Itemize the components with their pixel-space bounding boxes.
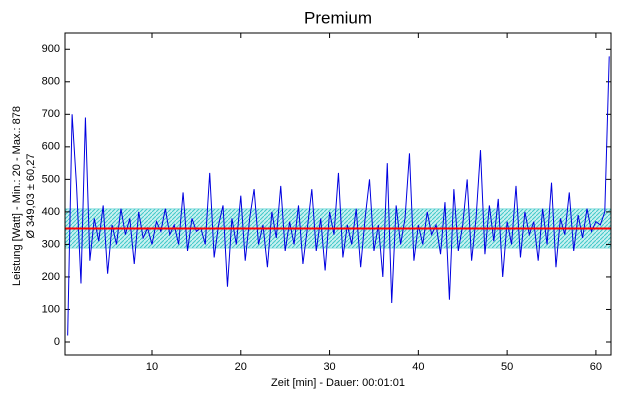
y-tick-label: 400 xyxy=(42,206,60,218)
y-tick-label: 700 xyxy=(42,108,60,120)
y-tick-label: 200 xyxy=(42,271,60,283)
y-tick-label: 600 xyxy=(42,141,60,153)
x-tick-label: 30 xyxy=(323,361,335,373)
y-tick-label: 500 xyxy=(42,173,60,185)
x-tick-label: 10 xyxy=(146,361,158,373)
chart-title: Premium xyxy=(304,8,372,27)
x-tick-label: 20 xyxy=(235,361,247,373)
y-axis-label: Leistung [Watt] - Min.: 20 - Max.: 878 xyxy=(11,106,23,286)
x-axis-label: Zeit [min] - Dauer: 00:01:01 xyxy=(271,377,405,389)
y-tick-label: 100 xyxy=(42,303,60,315)
x-tick-label: 50 xyxy=(501,361,513,373)
x-tick-label: 40 xyxy=(412,361,424,373)
y-tick-label: 900 xyxy=(42,43,60,55)
x-tick-label: 60 xyxy=(590,361,602,373)
y-axis-label: Ø 349,03 ± 60,27 xyxy=(25,154,37,239)
y-tick-label: 300 xyxy=(42,238,60,250)
plot-frame xyxy=(64,32,612,356)
y-tick-label: 0 xyxy=(54,336,60,348)
y-tick-label: 800 xyxy=(42,76,60,88)
power-line xyxy=(67,56,610,336)
